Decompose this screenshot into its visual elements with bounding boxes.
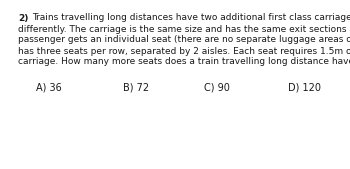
Text: 2): 2): [18, 14, 28, 22]
Text: has three seats per row, separated by 2 aisles. Each seat requires 1.5m of lengt: has three seats per row, separated by 2 …: [18, 46, 350, 55]
Text: Trains travelling long distances have two additional first class carriages which: Trains travelling long distances have tw…: [32, 14, 350, 22]
Text: B) 72: B) 72: [124, 83, 149, 93]
Text: carriage. How many more seats does a train travelling long distance have?: carriage. How many more seats does a tra…: [18, 57, 350, 66]
Text: passenger gets an individual seat (there are no separate luggage areas or tables: passenger gets an individual seat (there…: [18, 35, 350, 44]
Text: differently. The carriage is the same size and has the same exit sections at eac: differently. The carriage is the same si…: [18, 25, 350, 33]
Text: D) 120: D) 120: [288, 83, 321, 93]
Text: A) 36: A) 36: [36, 83, 62, 93]
Text: C) 90: C) 90: [204, 83, 230, 93]
